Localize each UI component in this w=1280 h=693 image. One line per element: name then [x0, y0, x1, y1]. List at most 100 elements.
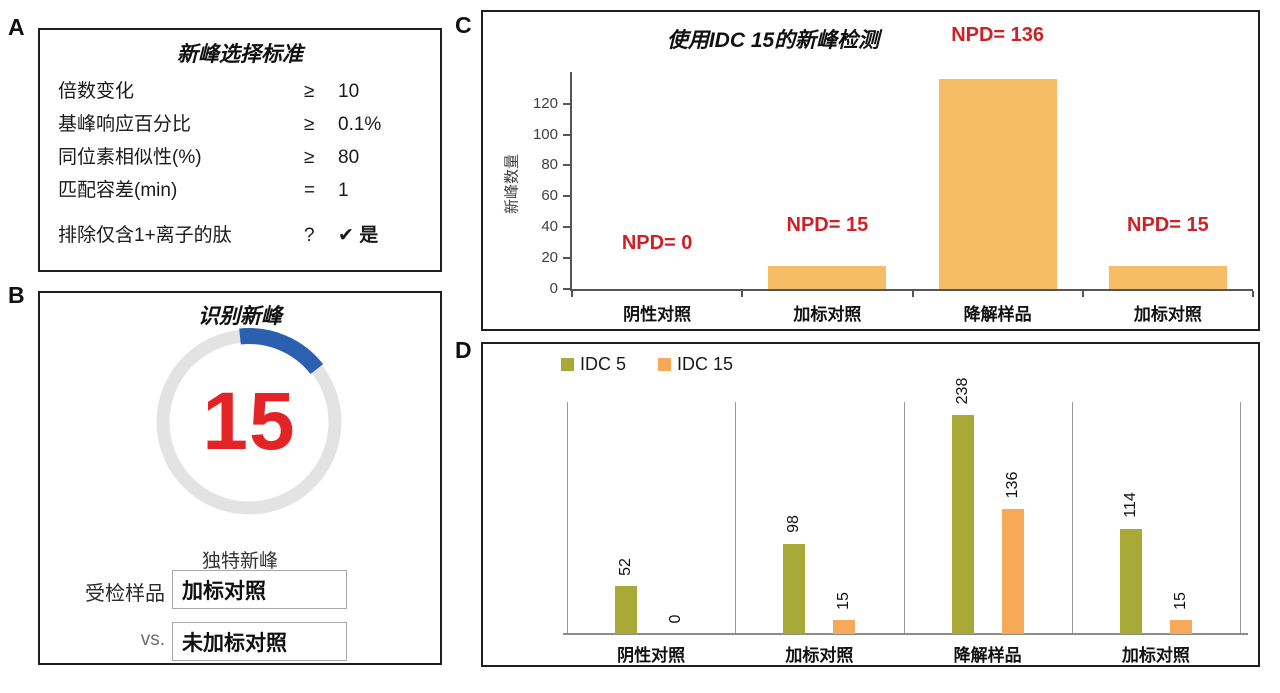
bar-idc-15-降解样品 — [1001, 508, 1024, 634]
criteria-operator: ≥ — [304, 114, 315, 135]
unique-peaks-caption: 独特新峰 — [201, 551, 278, 572]
criteria-value: 10 — [338, 81, 360, 102]
bar-value-label: 0 — [667, 614, 685, 624]
criteria-value: 0.1% — [338, 114, 382, 135]
panel-a-letter: A — [8, 14, 25, 40]
bar-value-label: 136 — [1003, 471, 1021, 498]
x-tick-mark — [571, 291, 573, 297]
chart-legend: IDC 5 IDC 15 — [561, 354, 757, 375]
reference-field-input[interactable]: 未加标对照 — [172, 622, 347, 661]
bar-加标对照 — [1108, 265, 1227, 289]
criteria-operator: ≥ — [304, 147, 315, 168]
npd-annotation: NPD= 15 — [786, 213, 869, 236]
panel-a-title: 新峰选择标准 — [177, 43, 303, 66]
criteria-row: 排除仅含1+离子的肽? ✔ 是 — [58, 220, 426, 253]
criteria-name: 匹配容差(min) — [58, 180, 178, 201]
x-category-label: 加标对照 — [793, 305, 862, 324]
criteria-value: ✔ 是 — [338, 225, 379, 246]
bar-value-label: 52 — [617, 557, 635, 576]
bar-value-label: 114 — [1121, 492, 1139, 518]
sample-field-label: 受检样品 — [85, 583, 165, 605]
bar-idc-5-加标对照 — [1119, 529, 1142, 634]
legend-label: IDC 15 — [677, 354, 734, 374]
bar-idc-15-加标对照 — [1169, 620, 1192, 634]
y-tick-label: 120 — [532, 94, 558, 112]
panel-b-new-peaks-box: 识别新峰 15 独特新峰 受检样品 加标对照 vs. 未加标对照 — [38, 291, 442, 665]
x-category-label: 加标对照 — [1121, 646, 1190, 665]
panel-a-criteria-box: 新峰选择标准 倍数变化 ≥10 基峰响应百分比 ≥0.1% 同位素相似性(%) ≥80 匹配… — [38, 28, 442, 272]
legend-swatch — [561, 358, 574, 371]
category-separator-line — [1240, 402, 1241, 634]
y-tick-mark — [563, 102, 570, 105]
unique-peaks-count: 15 — [202, 376, 296, 467]
bar-加标对照 — [768, 265, 887, 289]
criteria-operator: = — [304, 180, 316, 201]
bar-value-label: 238 — [953, 377, 971, 405]
panel-b-letter: B — [8, 282, 25, 308]
criteria-name: 同位素相似性(%) — [58, 147, 202, 168]
criteria-operator: ? — [304, 225, 315, 246]
y-tick-mark — [563, 195, 570, 198]
panel-c-letter: C — [455, 12, 472, 38]
y-tick-label: 80 — [541, 156, 558, 174]
panel-c-chart-title: 使用IDC 15的新峰检测 — [666, 29, 880, 52]
bar-value-label: 15 — [835, 591, 853, 610]
category-separator-line — [1071, 402, 1073, 634]
legend-label: IDC 5 — [580, 354, 627, 374]
y-tick-label: 20 — [541, 249, 558, 267]
x-axis-line — [570, 289, 1253, 291]
x-tick-mark — [1081, 291, 1084, 297]
y-tick-label: 100 — [532, 125, 558, 143]
legend-item-idc-15: IDC 15 — [658, 354, 733, 375]
x-tick-mark — [741, 291, 744, 297]
x-category-label: 降解样品 — [953, 646, 1022, 665]
x-category-label: 加标对照 — [1133, 305, 1202, 324]
x-axis-line — [563, 633, 1248, 635]
x-category-label: 降解样品 — [963, 305, 1032, 324]
bar-value-label: 98 — [785, 515, 803, 534]
bar-value-label: 15 — [1171, 591, 1189, 610]
npd-annotation: NPD= 136 — [951, 24, 1045, 46]
bar-idc-5-阴性对照 — [615, 586, 638, 634]
progress-ring-arc — [239, 328, 324, 375]
x-tick-mark — [911, 291, 914, 297]
category-separator-line — [567, 402, 568, 634]
category-separator-line — [903, 402, 905, 634]
criteria-value: 80 — [338, 147, 360, 168]
criteria-row: 匹配容差(min) = 1 — [58, 175, 426, 208]
sample-field-input[interactable]: 加标对照 — [172, 570, 347, 609]
panel-d-chart-box: IDC 5 IDC 15 52 0 阴性对照 98 15 加标对照 238 136 降解样品 114… — [481, 342, 1260, 667]
legend-item-idc-5: IDC 5 — [561, 354, 626, 375]
criteria-value: 1 — [338, 180, 349, 201]
x-category-label: 阴性对照 — [617, 646, 686, 665]
npd-annotation: NPD= 0 — [621, 232, 693, 254]
y-tick-label: 60 — [541, 187, 558, 205]
category-separator-line — [735, 402, 737, 634]
bar-idc-15-加标对照 — [833, 620, 856, 634]
x-category-label: 加标对照 — [785, 646, 854, 665]
criteria-operator: ≥ — [304, 81, 315, 102]
bar-idc-5-降解样品 — [951, 415, 974, 634]
y-tick-label: 0 — [549, 280, 558, 297]
x-category-label: 阴性对照 — [623, 305, 692, 324]
x-tick-mark — [1252, 291, 1254, 297]
y-tick-mark — [563, 164, 570, 167]
panel-b-title: 识别新峰 — [198, 305, 282, 328]
criteria-row: 同位素相似性(%) ≥80 — [58, 142, 426, 175]
criteria-name: 排除仅含1+离子的肽 — [58, 225, 232, 246]
legend-swatch — [658, 358, 672, 371]
vs-label: vs. — [140, 629, 165, 650]
progress-ring — [156, 328, 342, 515]
y-tick-mark — [563, 257, 570, 260]
y-tick-mark — [563, 133, 570, 136]
y-tick-mark — [563, 226, 570, 229]
bar-降解样品 — [938, 79, 1057, 289]
panel-c-chart-box: 使用IDC 15的新峰检测 0 20 40 60 80 100 120 新峰数量 NPD= 0 阴… — [481, 10, 1260, 331]
panel-d-letter: D — [455, 337, 472, 363]
y-tick-label: 40 — [541, 218, 558, 236]
bar-idc-5-加标对照 — [783, 543, 806, 634]
criteria-list: 倍数变化 ≥10 基峰响应百分比 ≥0.1% 同位素相似性(%) ≥80 匹配容差(min)… — [58, 76, 426, 253]
criteria-name: 倍数变化 — [58, 81, 135, 102]
y-tick-mark — [563, 288, 570, 290]
